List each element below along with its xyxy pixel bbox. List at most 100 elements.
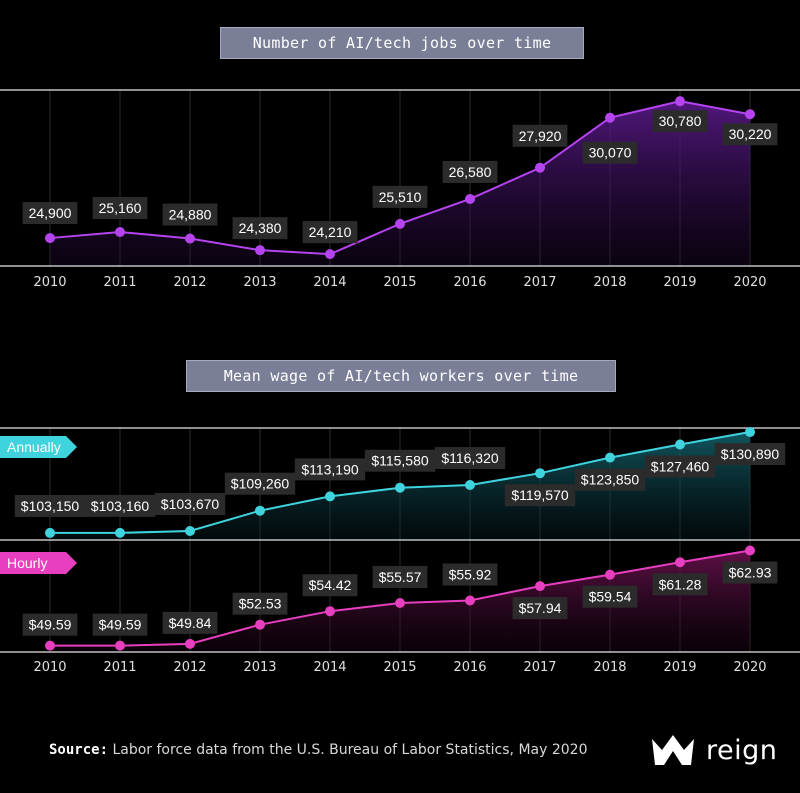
data-label-text: 25,510 [379, 189, 422, 205]
hourly-tag-bg [0, 552, 77, 574]
jobs-point-2015 [395, 218, 405, 229]
source-text: Labor force data from the U.S. Bureau of… [108, 742, 588, 758]
brand-logo: reign [650, 733, 777, 767]
wage-tick-2017: 2017 [523, 660, 556, 675]
annual-point-2013 [255, 505, 265, 516]
data-label-bg [644, 455, 716, 478]
hourly-label-2010: $49.59 [22, 613, 78, 636]
hourly-label-2020: $62.93 [722, 561, 778, 584]
hourly-label-2017: $57.94 [512, 597, 568, 620]
hourly-point-2013 [255, 619, 265, 630]
data-label-bg [722, 123, 778, 146]
jobs-point-2010 [45, 233, 55, 244]
data-label-text: 27,920 [519, 128, 562, 144]
data-label-text: 25,160 [99, 200, 142, 216]
annual-tag-label: Annually [7, 439, 61, 455]
jobs-label-2020: 30,220 [722, 123, 778, 146]
data-label-bg [652, 110, 708, 133]
data-label-bg [162, 611, 218, 634]
jobs-label-2013: 24,380 [232, 217, 288, 240]
data-label-bg [14, 494, 86, 517]
annual-label-2011: $103,160 [84, 494, 156, 517]
annual-label-2019: $127,460 [644, 455, 716, 478]
data-label-bg [92, 197, 148, 220]
jobs-label-2018: 30,070 [582, 141, 638, 164]
data-label-text: 24,380 [239, 220, 282, 236]
crown-icon [652, 735, 694, 765]
data-label-text: $103,150 [21, 498, 80, 514]
annual-series-tag: Annually [0, 436, 77, 458]
data-label-bg [22, 202, 78, 225]
wage-tick-2019: 2019 [663, 660, 696, 675]
data-label-text: $109,260 [231, 476, 290, 492]
wage-tick-2016: 2016 [453, 660, 486, 675]
jobs-tick-2011: 2011 [103, 275, 136, 290]
jobs-label-2010: 24,900 [22, 202, 78, 225]
jobs-tick-2019: 2019 [663, 275, 696, 290]
jobs-tick-2010: 2010 [33, 275, 66, 290]
data-label-bg [232, 217, 288, 240]
wage-tick-2010: 2010 [33, 660, 66, 675]
data-label-text: 24,210 [309, 224, 352, 240]
jobs-area [50, 101, 750, 266]
annual-label-2012: $103,670 [154, 493, 226, 516]
jobs-label-2012: 24,880 [162, 203, 218, 226]
annual-point-2012 [185, 526, 195, 537]
annual-point-2017 [535, 468, 545, 479]
data-label-bg [442, 160, 498, 183]
jobs-label-2014: 24,210 [302, 221, 358, 244]
data-label-bg [302, 574, 358, 597]
data-label-text: 24,900 [29, 205, 72, 221]
data-label-bg [232, 592, 288, 615]
data-label-bg [582, 141, 638, 164]
jobs-tick-2012: 2012 [173, 275, 206, 290]
jobs-point-2019 [675, 96, 685, 107]
hourly-point-2019 [675, 557, 685, 568]
source-label: Source: [49, 742, 109, 758]
data-label-bg [294, 458, 366, 481]
data-label-bg [574, 468, 646, 491]
data-label-text: $130,890 [721, 446, 780, 462]
data-label-bg [154, 493, 226, 516]
hourly-point-2018 [605, 569, 615, 580]
hourly-label-2016: $55.92 [442, 563, 498, 586]
data-label-bg [22, 613, 78, 636]
annual-label-2015: $115,580 [364, 449, 436, 472]
data-label-text: $116,320 [441, 450, 499, 466]
jobs-tick-2015: 2015 [383, 275, 416, 290]
annual-point-2019 [675, 439, 685, 450]
wage-tick-2014: 2014 [313, 660, 346, 675]
hourly-series-tag: Hourly [0, 552, 77, 574]
annual-point-2014 [325, 491, 335, 502]
wage-tick-2013: 2013 [243, 660, 276, 675]
data-label-text: $57.94 [519, 600, 562, 616]
jobs-point-2016 [465, 193, 475, 204]
hourly-label-2011: $49.59 [92, 613, 148, 636]
data-label-text: $52.53 [239, 596, 282, 612]
data-label-bg [722, 561, 778, 584]
data-label-bg [162, 203, 218, 226]
hourly-label-2019: $61.28 [652, 573, 708, 596]
data-label-text: 30,780 [659, 113, 702, 129]
annual-tag-bg [0, 436, 77, 458]
annual-label-2013: $109,260 [224, 472, 296, 495]
jobs-tick-2014: 2014 [313, 275, 346, 290]
jobs-label-2019: 30,780 [652, 110, 708, 133]
data-label-text: $49.84 [169, 615, 212, 631]
data-label-text: $54.42 [309, 577, 352, 593]
data-label-text: $103,160 [91, 498, 150, 514]
wage-tick-2012: 2012 [173, 660, 206, 675]
data-label-text: $59.54 [589, 589, 632, 605]
jobs-point-2020 [745, 109, 755, 120]
jobs-point-2013 [255, 245, 265, 256]
annual-label-2017: $119,570 [504, 484, 576, 507]
annual-point-2018 [605, 452, 615, 463]
data-label-text: $115,580 [371, 453, 429, 469]
hourly-point-2015 [395, 597, 405, 608]
annual-point-2020 [745, 427, 755, 438]
hourly-point-2012 [185, 638, 195, 649]
jobs-point-2017 [535, 162, 545, 173]
jobs-label-2017: 27,920 [512, 124, 568, 147]
hourly-point-2011 [115, 640, 125, 651]
data-label-bg [512, 597, 568, 620]
